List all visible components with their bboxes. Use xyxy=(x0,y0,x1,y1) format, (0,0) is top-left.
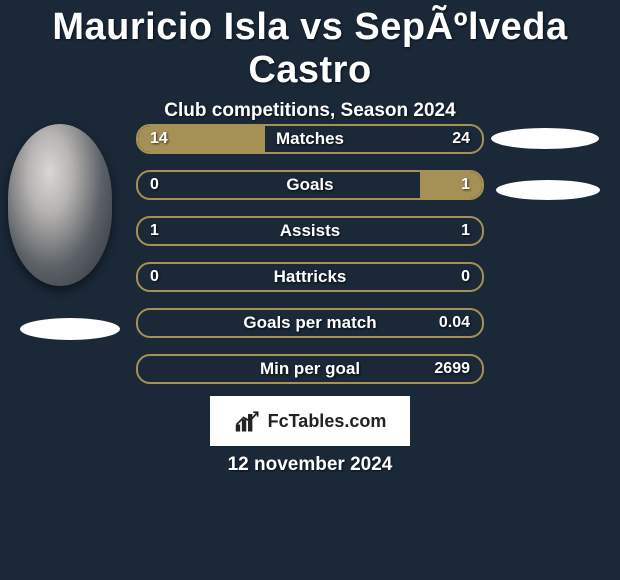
brand-box: FcTables.com xyxy=(210,396,410,446)
decor-ellipse-right-1 xyxy=(491,128,599,149)
stat-label: Goals xyxy=(138,175,482,195)
stats-block: 14Matches240Goals11Assists10Hattricks0Go… xyxy=(136,124,484,400)
stat-row: 1Assists1 xyxy=(136,216,484,246)
stat-value-right: 2699 xyxy=(434,360,470,378)
stat-row: 0Hattricks0 xyxy=(136,262,484,292)
stat-value-right: 0 xyxy=(461,268,470,286)
decor-ellipse-right-2 xyxy=(496,180,600,200)
stat-label: Matches xyxy=(138,129,482,149)
stat-value-right: 1 xyxy=(461,176,470,194)
player-left-photo xyxy=(8,124,112,286)
stat-value-right: 1 xyxy=(461,222,470,240)
stat-value-right: 0.04 xyxy=(439,314,470,332)
decor-ellipse-left xyxy=(20,318,120,340)
stat-label: Min per goal xyxy=(138,359,482,379)
page-subtitle: Club competitions, Season 2024 xyxy=(0,100,620,122)
stat-row: 14Matches24 xyxy=(136,124,484,154)
brand-text: FcTables.com xyxy=(268,411,387,432)
stat-row: Min per goal2699 xyxy=(136,354,484,384)
stat-row: 0Goals1 xyxy=(136,170,484,200)
page-title: Mauricio Isla vs SepÃºlveda Castro xyxy=(0,0,620,92)
stat-label: Goals per match xyxy=(138,313,482,333)
stat-label: Hattricks xyxy=(138,267,482,287)
brand-logo-icon xyxy=(234,408,262,434)
stat-label: Assists xyxy=(138,221,482,241)
comparison-card: Mauricio Isla vs SepÃºlveda Castro Club … xyxy=(0,0,620,580)
stat-row: Goals per match0.04 xyxy=(136,308,484,338)
stat-value-right: 24 xyxy=(452,130,470,148)
date-label: 12 november 2024 xyxy=(0,454,620,476)
